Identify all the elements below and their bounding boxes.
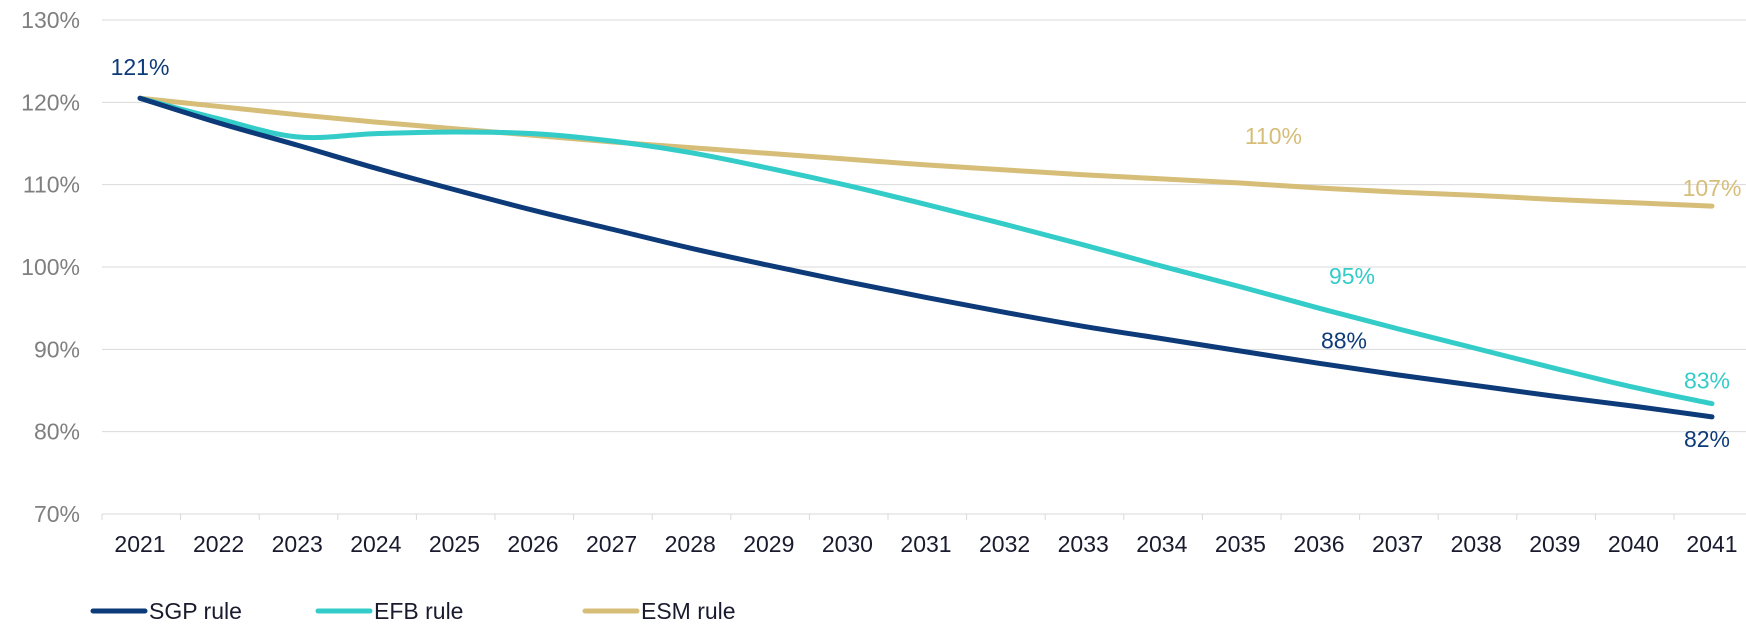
y-tick-label: 80%	[34, 419, 80, 445]
x-tick-label: 2037	[1372, 531, 1423, 557]
x-tick-label: 2036	[1293, 531, 1344, 557]
data-label: 107%	[1683, 175, 1742, 201]
data-label: 121%	[111, 54, 170, 80]
y-tick-label: 120%	[21, 89, 80, 115]
x-tick-label: 2038	[1451, 531, 1502, 557]
legend: SGP rule EFB rule ESM rule	[90, 598, 736, 624]
gridlines	[102, 19, 1746, 433]
x-tick-label: 2034	[1136, 531, 1187, 557]
legend-label: ESM rule	[641, 598, 736, 624]
data-label: 82%	[1684, 426, 1730, 452]
y-tick-label: 110%	[23, 172, 80, 198]
data-label: 95%	[1329, 263, 1375, 289]
x-tick-label: 2029	[743, 531, 794, 557]
x-tick-label: 2033	[1058, 531, 1109, 557]
x-tick-label: 2041	[1686, 531, 1737, 557]
x-tick-label: 2028	[665, 531, 716, 557]
x-tick-label: 2039	[1529, 531, 1580, 557]
x-tick-label: 2022	[193, 531, 244, 557]
x-tick-label: 2023	[272, 531, 323, 557]
series-line-esm-rule	[137, 95, 1715, 209]
x-tick-label: 2032	[979, 531, 1030, 557]
x-tick-label: 2035	[1215, 531, 1266, 557]
data-label: 88%	[1321, 327, 1367, 353]
x-tick-label: 2026	[507, 531, 558, 557]
x-tick-label: 2025	[429, 531, 480, 557]
x-tick-label: 2030	[822, 531, 873, 557]
legend-label: SGP rule	[149, 598, 242, 624]
series-line-efb-rule	[137, 95, 1715, 407]
data-label: 110%	[1245, 123, 1302, 149]
x-axis: 2021 2022 2023 2024 2025 2026 2027 2028 2029 2030…	[101, 513, 1746, 557]
y-axis-tick-labels: 70% 80% 90% 100% 110% 120% 130%	[21, 7, 80, 527]
x-tick-label: 2024	[350, 531, 401, 557]
y-tick-label: 100%	[21, 254, 80, 280]
x-tick-label: 2027	[586, 531, 637, 557]
y-tick-label: 70%	[34, 501, 80, 527]
y-tick-label: 90%	[34, 336, 80, 362]
y-tick-label: 130%	[21, 7, 80, 33]
data-label: 83%	[1684, 368, 1730, 394]
x-tick-label: 2021	[114, 531, 165, 557]
x-tick-label: 2040	[1608, 531, 1659, 557]
x-tick-label: 2031	[900, 531, 951, 557]
data-labels: 121% 110% 107% 95% 83% 88% 82%	[111, 54, 1742, 452]
series-lines	[137, 95, 1715, 420]
series-line-sgp-rule	[137, 95, 1715, 420]
legend-label: EFB rule	[374, 598, 463, 624]
